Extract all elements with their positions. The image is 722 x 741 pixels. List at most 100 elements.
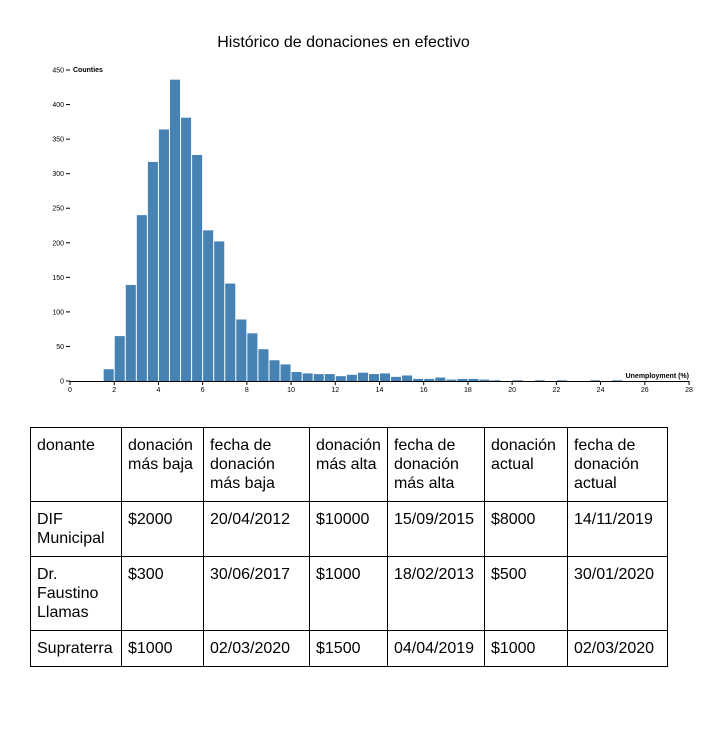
y-tick-label: 0	[60, 379, 64, 386]
histogram-bar	[214, 241, 225, 381]
histogram-bar	[192, 155, 203, 381]
histogram-bar	[114, 336, 125, 381]
x-tick-label: 22	[552, 387, 560, 394]
histogram-bar	[291, 372, 302, 381]
y-axis: 0 50 100 150 200 250 300 350 400 450	[52, 68, 70, 386]
x-tick-label: 12	[331, 387, 339, 394]
x-tick-label: 18	[464, 387, 472, 394]
header-lowest-donation: donación más baja	[121, 427, 204, 502]
cell-current-donation: $1000	[483, 630, 568, 667]
x-tick-label: 6	[201, 387, 205, 394]
histogram-bar	[346, 374, 357, 381]
histogram-bar	[158, 129, 169, 381]
cell-current-donation: $500	[483, 556, 568, 631]
cell-highest-donation: $1500	[309, 630, 388, 667]
header-current-donation-date: fecha de donación actual	[566, 427, 668, 502]
histogram-bar	[269, 360, 280, 381]
header-current-donation: donación actual	[483, 427, 568, 502]
cell-current-donation-date: 14/11/2019	[566, 501, 668, 557]
histogram-bar	[335, 376, 346, 381]
header-lowest-donation-date: fecha de donación más baja	[203, 427, 310, 502]
x-tick-label: 10	[287, 387, 295, 394]
histogram-chart: 0 2 4 6 8 10 12 14 16 18 20 22 24 26 28 05010015020025…	[52, 67, 693, 394]
y-tick-label: 250	[52, 206, 64, 213]
histogram-bar	[247, 333, 258, 381]
histogram-bar	[324, 374, 335, 381]
cell-current-donation-date: 02/03/2020	[566, 630, 668, 667]
header-highest-donation: donación más alta	[309, 427, 388, 502]
cell-donor: DIF Municipal	[30, 501, 122, 557]
histogram-bar	[534, 380, 545, 381]
histogram-bar	[313, 374, 324, 381]
histogram-bar	[236, 319, 247, 381]
header-donante: donante	[30, 427, 122, 502]
histogram-bar	[446, 379, 457, 381]
histogram-bar	[457, 378, 468, 381]
histogram-bar	[424, 378, 435, 381]
histogram-bar	[181, 117, 192, 381]
table-row: Dr. Faustino Llamas $300 30/06/2017 $100…	[30, 556, 668, 631]
histogram-bar	[225, 283, 236, 381]
x-tick-label: 2	[112, 387, 116, 394]
histogram-bar	[490, 380, 501, 381]
cell-lowest-donation-date: 30/06/2017	[203, 556, 310, 631]
histogram-bar	[258, 349, 269, 381]
histogram-bar	[203, 230, 214, 381]
y-tick-label: 300	[52, 171, 64, 178]
cell-highest-donation-date: 15/09/2015	[386, 501, 485, 557]
x-tick-label: 8	[245, 387, 249, 394]
histogram-bars	[103, 79, 623, 382]
table-row: DIF Municipal $2000 20/04/2012 $10000 15…	[30, 501, 668, 557]
x-tick-label: 14	[376, 387, 384, 394]
histogram-bar	[357, 372, 368, 381]
histogram-bar	[169, 79, 181, 382]
y-tick-label: 150	[52, 275, 64, 282]
cell-highest-donation-date: 04/04/2019	[386, 630, 485, 667]
histogram-bar	[612, 380, 623, 381]
x-axis-label: Unemployment (%)	[626, 373, 689, 380]
cell-lowest-donation: $2000	[121, 501, 204, 557]
cell-lowest-donation-date: 02/03/2020	[203, 630, 310, 667]
table-header-row: donante donación más baja fecha de donac…	[30, 427, 668, 502]
x-tick-label: 26	[641, 387, 649, 394]
histogram-bar	[147, 161, 158, 381]
histogram-bar	[380, 373, 391, 381]
histogram-bar	[435, 377, 446, 381]
donations-table: donante donación más baja fecha de donac…	[30, 427, 668, 667]
cell-donor: Dr. Faustino Llamas	[30, 556, 122, 631]
x-tick-label: 28	[685, 387, 693, 394]
histogram-bar	[413, 378, 424, 381]
histogram-bar	[302, 373, 313, 381]
cell-current-donation-date: 30/01/2020	[566, 556, 668, 631]
histogram-bar	[103, 369, 114, 381]
x-tick-label: 24	[597, 387, 605, 394]
histogram-bar	[125, 284, 136, 381]
x-tick-label: 0	[68, 387, 72, 394]
histogram-bar	[556, 380, 567, 381]
histogram-bar	[136, 215, 147, 381]
histogram-bar	[402, 375, 413, 381]
histogram-bar	[468, 378, 479, 381]
cell-lowest-donation: $300	[121, 556, 204, 631]
cell-donor: Supraterra	[30, 630, 122, 667]
cell-current-donation: $8000	[483, 501, 568, 557]
y-tick-label: 50	[56, 344, 64, 351]
histogram-bar	[368, 374, 379, 381]
cell-lowest-donation: $1000	[121, 630, 204, 667]
histogram-bar	[479, 379, 490, 381]
histogram-bar	[391, 376, 402, 381]
y-tick-label: 350	[52, 137, 64, 144]
y-tick-label: 200	[52, 240, 64, 247]
x-tick-label: 4	[156, 387, 160, 394]
histogram-bar	[512, 380, 523, 381]
cell-highest-donation: $10000	[309, 501, 388, 557]
table-row: Supraterra $1000 02/03/2020 $1500 04/04/…	[30, 630, 668, 667]
y-tick-label: 450	[52, 68, 64, 75]
chart-title: Histórico de donaciones en efectivo	[217, 34, 470, 51]
cell-highest-donation-date: 18/02/2013	[386, 556, 485, 631]
histogram-bar	[590, 380, 601, 381]
cell-highest-donation: $1000	[309, 556, 388, 631]
x-tick-label: 20	[508, 387, 516, 394]
y-tick-label: 100	[52, 309, 64, 316]
cell-lowest-donation-date: 20/04/2012	[203, 501, 310, 557]
